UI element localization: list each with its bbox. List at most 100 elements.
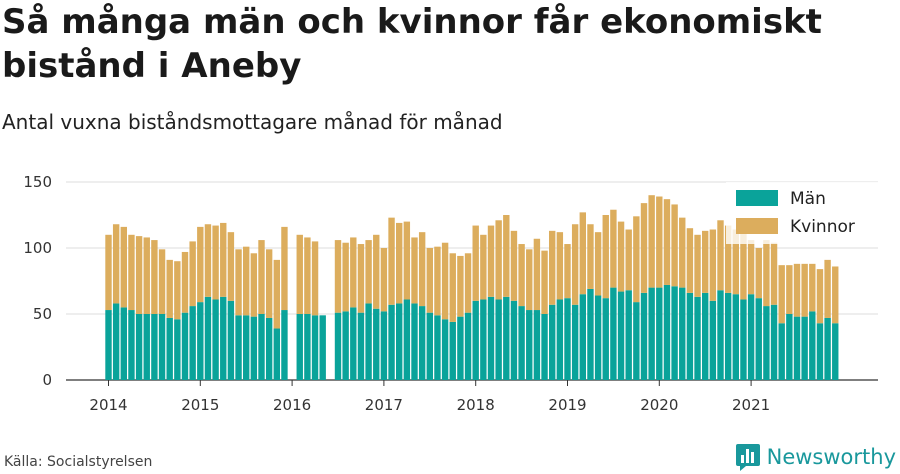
bar-kvinnor [786,265,793,314]
bar-kvinnor [373,234,380,309]
bar-kvinnor [625,229,632,291]
bar-man [457,316,464,380]
bar-man [342,311,349,380]
legend-label-man: Män [790,189,826,209]
bar-kvinnor [112,224,120,304]
bar-kvinnor [204,224,212,297]
bar-man [189,306,196,380]
bar-kvinnor [480,234,487,300]
bar-kvinnor [526,249,533,311]
bar-kvinnor [227,232,235,301]
bar-man [227,300,235,380]
bar-kvinnor [464,253,472,313]
bar-man [128,310,135,380]
legend-swatch-kvinnor [736,218,778,234]
bar-kvinnor [487,225,495,297]
bar-man [373,308,380,380]
bar-kvinnor [105,234,112,311]
bar-man [472,300,479,380]
bar-kvinnor [151,240,158,314]
bar-kvinnor [128,234,135,311]
bar-man [656,287,663,380]
x-tick-label: 2016 [273,396,311,414]
bar-kvinnor [457,255,464,317]
newsworthy-logo: Newsworthy [735,442,896,472]
bar-kvinnor [709,229,717,301]
bar-man [747,294,755,380]
bar-kvinnor [265,249,273,318]
bar-kvinnor [602,215,609,299]
bar-kvinnor [671,204,678,287]
bar-kvinnor [281,226,288,311]
bar-kvinnor [418,232,426,307]
bar-man [235,315,242,380]
bar-man [426,312,433,380]
bar-man [587,288,594,380]
chart-subtitle: Antal vuxna biståndsmottagare månad för … [2,110,503,134]
bar-man [403,299,411,380]
bar-man [671,286,678,380]
bar-man [105,310,112,380]
x-tick-label: 2015 [181,396,219,414]
bar-man [212,299,219,380]
bar-man [304,314,311,380]
bar-kvinnor [143,237,150,314]
bar-man [633,302,640,380]
bar-man [151,314,158,380]
bar-man [441,319,449,380]
bar-man [579,294,586,380]
bar-kvinnor [189,241,196,307]
bar-kvinnor [472,225,479,301]
bar-kvinnor [350,237,357,308]
bar-man [365,303,372,380]
bar-kvinnor [342,242,349,312]
bar-kvinnor [770,242,778,305]
bar-man [174,319,181,380]
legend-swatch-man [736,190,778,206]
bar-man [135,314,143,380]
bar-man [250,316,258,380]
bar-man [197,302,204,380]
bar-kvinnor [541,250,548,314]
bar-kvinnor [495,220,502,300]
bar-kvinnor [832,266,839,324]
bar-man [816,323,824,380]
bar-man [526,310,533,380]
bar-kvinnor [158,249,166,314]
bar-man [350,307,357,380]
bar-kvinnor [403,221,411,300]
bar-man [709,300,717,380]
x-tick-label: 2020 [640,396,678,414]
bar-man [258,314,265,380]
bar-kvinnor [380,248,388,312]
x-tick-label: 2018 [457,396,495,414]
x-axis: 2014 2015 2016 2017 2018 2019 2020 2021 [89,380,770,414]
bar-kvinnor [816,269,824,324]
bar-man [480,299,487,380]
bar-kvinnor [181,251,189,313]
bar-kvinnor [594,232,602,296]
bar-man [732,294,739,380]
bar-kvinnor [135,236,143,314]
bar-man [487,296,495,380]
bar-kvinnor [243,246,250,316]
bar-man [533,310,541,380]
bar-man [541,314,548,380]
bar-man [648,287,655,380]
bar-man [717,290,724,380]
bar-man [640,292,648,380]
bar-man [786,314,793,380]
bar-kvinnor [571,224,579,305]
bar-kvinnor [311,241,319,316]
bar-man [549,304,556,380]
bar-kvinnor [732,229,739,295]
bar-kvinnor [648,195,655,288]
bar-kvinnor [441,242,449,320]
bar-man [411,303,418,380]
x-tick-label: 2017 [365,396,403,414]
bar-man [449,321,456,380]
bar-man [158,314,166,380]
bar-kvinnor [809,263,816,312]
bar-kvinnor [411,237,418,304]
bar-man [770,304,778,380]
